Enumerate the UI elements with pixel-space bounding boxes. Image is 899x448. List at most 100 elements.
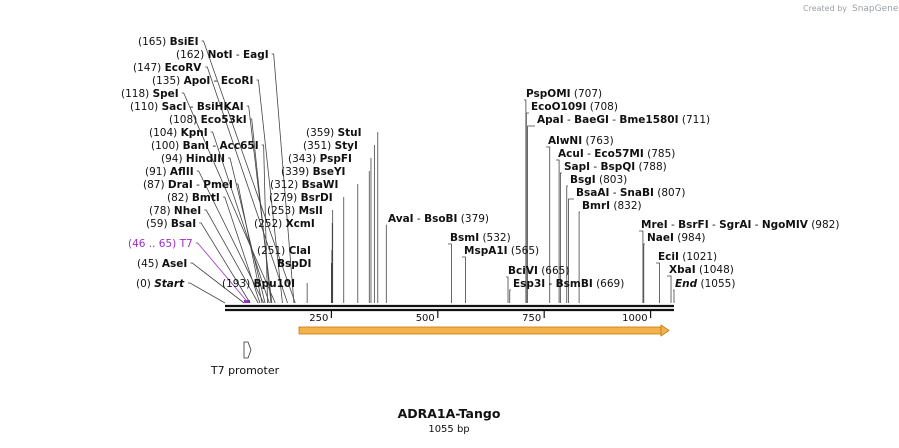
enzyme-name-snabi[interactable]: SnaBI [620, 187, 654, 199]
left-label-bmti[interactable]: (82) BmtI [167, 192, 220, 204]
enzyme-name-sapi[interactable]: SapI [564, 161, 590, 173]
enzyme-name-pspomi[interactable]: PspOMI [526, 88, 571, 100]
enzyme-name-spei[interactable]: SpeI [153, 88, 179, 100]
right-label-bsmi[interactable]: BsmI (532) [450, 232, 511, 244]
left-label-spei[interactable]: (118) SpeI [121, 88, 179, 100]
enzyme-name-ecorv[interactable]: EcoRV [165, 62, 203, 74]
left-label-bsiei[interactable]: (165) BsiEI [138, 36, 199, 48]
enzyme-name-apai[interactable]: ApaI [537, 114, 564, 126]
right-label-mrei[interactable]: MreI - BsrFI - SgrAI - NgoMIV (982) [641, 219, 839, 231]
enzyme-name-ecoo109i[interactable]: EcoO109I [531, 101, 586, 113]
enzyme-name-xcmi[interactable]: XcmI [286, 218, 315, 230]
orf-feature[interactable] [299, 325, 669, 336]
enzyme-name-pmei[interactable]: PmeI [203, 179, 233, 191]
enzyme-name-t7[interactable]: T7 [179, 238, 193, 250]
enzyme-name-acc65i[interactable]: Acc65I [220, 140, 259, 152]
mid-label-msli[interactable]: (253) MslI [267, 205, 323, 217]
enzyme-name-alwni[interactable]: AlwNI [548, 135, 582, 147]
mid-label-bseyi[interactable]: (339) BseYI [281, 166, 345, 178]
enzyme-name-mrei[interactable]: MreI [641, 219, 668, 231]
enzyme-name-bani[interactable]: BanI [183, 140, 209, 152]
right-label-pspomi[interactable]: PspOMI (707) [526, 88, 602, 100]
right-label-naei[interactable]: NaeI (984) [647, 232, 705, 244]
enzyme-name-pspfi[interactable]: PspFI [320, 153, 352, 165]
enzyme-name-ecori[interactable]: EcoRI [221, 75, 254, 87]
left-label-drai[interactable]: (87) DraI - PmeI [143, 179, 233, 191]
enzyme-name-naei[interactable]: NaeI [647, 232, 674, 244]
enzyme-name-bmri[interactable]: BmrI [582, 200, 610, 212]
t7-promoter-feature[interactable]: T7 promoter [210, 342, 280, 377]
enzyme-name-ngomiv[interactable]: NgoMIV [762, 219, 809, 231]
enzyme-name-clai[interactable]: ClaI [289, 245, 311, 257]
enzyme-name-bsmi[interactable]: BsmI [450, 232, 479, 244]
orf-feature-bar[interactable] [299, 327, 661, 334]
enzyme-name-bsgi[interactable]: BsgI [570, 174, 596, 186]
left-label-ecorv[interactable]: (147) EcoRV [133, 62, 202, 74]
right-label-bsaai[interactable]: BsaAI - SnaBI (807) [576, 187, 685, 199]
right-label-bcivi[interactable]: BciVI (665) [508, 265, 569, 277]
enzyme-name-apoi[interactable]: ApoI [184, 75, 211, 87]
enzyme-name-kpni[interactable]: KpnI [181, 127, 208, 139]
mid-label-xcmi[interactable]: (252) XcmI [254, 218, 315, 230]
mid-label-bsrdi[interactable]: (279) BsrDI [269, 192, 333, 204]
right-label-ecii[interactable]: EciI (1021) [658, 251, 717, 263]
enzyme-name-bsihkai[interactable]: BsiHKAI [197, 101, 244, 113]
right-label-alwni[interactable]: AlwNI (763) [548, 135, 614, 147]
enzyme-name-bspdi[interactable]: BspDI [277, 258, 311, 270]
enzyme-name-bsiei[interactable]: BsiEI [170, 36, 199, 48]
left-label-eco53ki[interactable]: (108) Eco53kI [169, 114, 247, 126]
left-label-noti[interactable]: (162) NotI - EagI [176, 49, 269, 61]
left-label-aflii[interactable]: (91) AflII [145, 166, 194, 178]
enzyme-name-bcivi[interactable]: BciVI [508, 265, 538, 277]
enzyme-name-bsrdi[interactable]: BsrDI [301, 192, 333, 204]
right-label-avai[interactable]: AvaI - BsoBI (379) [388, 213, 489, 225]
left-label-asei[interactable]: (45) AseI [137, 258, 187, 270]
enzyme-name-bspqi[interactable]: BspQI [601, 161, 636, 173]
enzyme-name-msli[interactable]: MslI [299, 205, 323, 217]
left-label-nhei[interactable]: (78) NheI [149, 205, 201, 217]
enzyme-name-xbai[interactable]: XbaI [669, 264, 696, 276]
enzyme-name-mspa1i[interactable]: MspA1I [464, 245, 508, 257]
right-label-bmri[interactable]: BmrI (832) [582, 200, 642, 212]
enzyme-name-sgrai[interactable]: SgrAI [719, 219, 751, 231]
right-label-mspa1i[interactable]: MspA1I (565) [464, 245, 539, 257]
enzyme-name-nhei[interactable]: NheI [174, 205, 201, 217]
enzyme-name-ecii[interactable]: EciI [658, 251, 679, 263]
left-label-t7[interactable]: (46 .. 65) T7 [128, 238, 193, 250]
enzyme-name-bpu10i[interactable]: Bpu10I [254, 278, 296, 290]
right-label-apai[interactable]: ApaI - BaeGI - Bme1580I (711) [537, 114, 710, 126]
enzyme-name-baegi[interactable]: BaeGI [574, 114, 609, 126]
enzyme-name-eco57mi[interactable]: Eco57MI [594, 148, 644, 160]
enzyme-name-avai[interactable]: AvaI [388, 213, 414, 225]
enzyme-name-end[interactable]: End [675, 278, 698, 290]
left-label-start[interactable]: (0) Start [136, 278, 185, 290]
enzyme-name-asei[interactable]: AseI [162, 258, 187, 270]
mid-label-styi[interactable]: (351) StyI [303, 140, 358, 152]
enzyme-name-drai[interactable]: DraI [168, 179, 193, 191]
enzyme-name-aflii[interactable]: AflII [170, 166, 194, 178]
enzyme-name-bsmbi[interactable]: BsmBI [556, 278, 593, 290]
right-label-sapi[interactable]: SapI - BspQI (788) [564, 161, 667, 173]
right-label-esp3i[interactable]: Esp3I - BsmBI (669) [513, 278, 624, 290]
enzyme-name-esp3i[interactable]: Esp3I [513, 278, 545, 290]
enzyme-name-eagi[interactable]: EagI [243, 49, 269, 61]
enzyme-name-hindiii[interactable]: HindIII [186, 153, 225, 165]
mid-label-pspfi[interactable]: (343) PspFI [288, 153, 352, 165]
enzyme-name-saci[interactable]: SacI [162, 101, 187, 113]
enzyme-name-styi[interactable]: StyI [335, 140, 358, 152]
enzyme-name-acui[interactable]: AcuI [558, 148, 584, 160]
left-label-saci[interactable]: (110) SacI - BsiHKAI [130, 101, 244, 113]
right-label-ecoo109i[interactable]: EcoO109I (708) [531, 101, 618, 113]
mid-label-bsawi[interactable]: (312) BsaWI [270, 179, 338, 191]
enzyme-name-stui[interactable]: StuI [338, 127, 362, 139]
enzyme-name-bsawi[interactable]: BsaWI [302, 179, 339, 191]
enzyme-name-eco53ki[interactable]: Eco53kI [201, 114, 247, 126]
left-label-kpni[interactable]: (104) KpnI [149, 127, 208, 139]
enzyme-name-bme1580i[interactable]: Bme1580I [619, 114, 678, 126]
right-label-acui[interactable]: AcuI - Eco57MI (785) [558, 148, 675, 160]
mid-label-bpu10i[interactable]: (193) Bpu10I [222, 278, 295, 290]
enzyme-name-bsobi[interactable]: BsoBI [424, 213, 457, 225]
right-label-end[interactable]: End (1055) [675, 278, 735, 290]
mid-label-stui[interactable]: (359) StuI [306, 127, 362, 139]
left-label-bsai[interactable]: (59) BsaI [146, 218, 196, 230]
